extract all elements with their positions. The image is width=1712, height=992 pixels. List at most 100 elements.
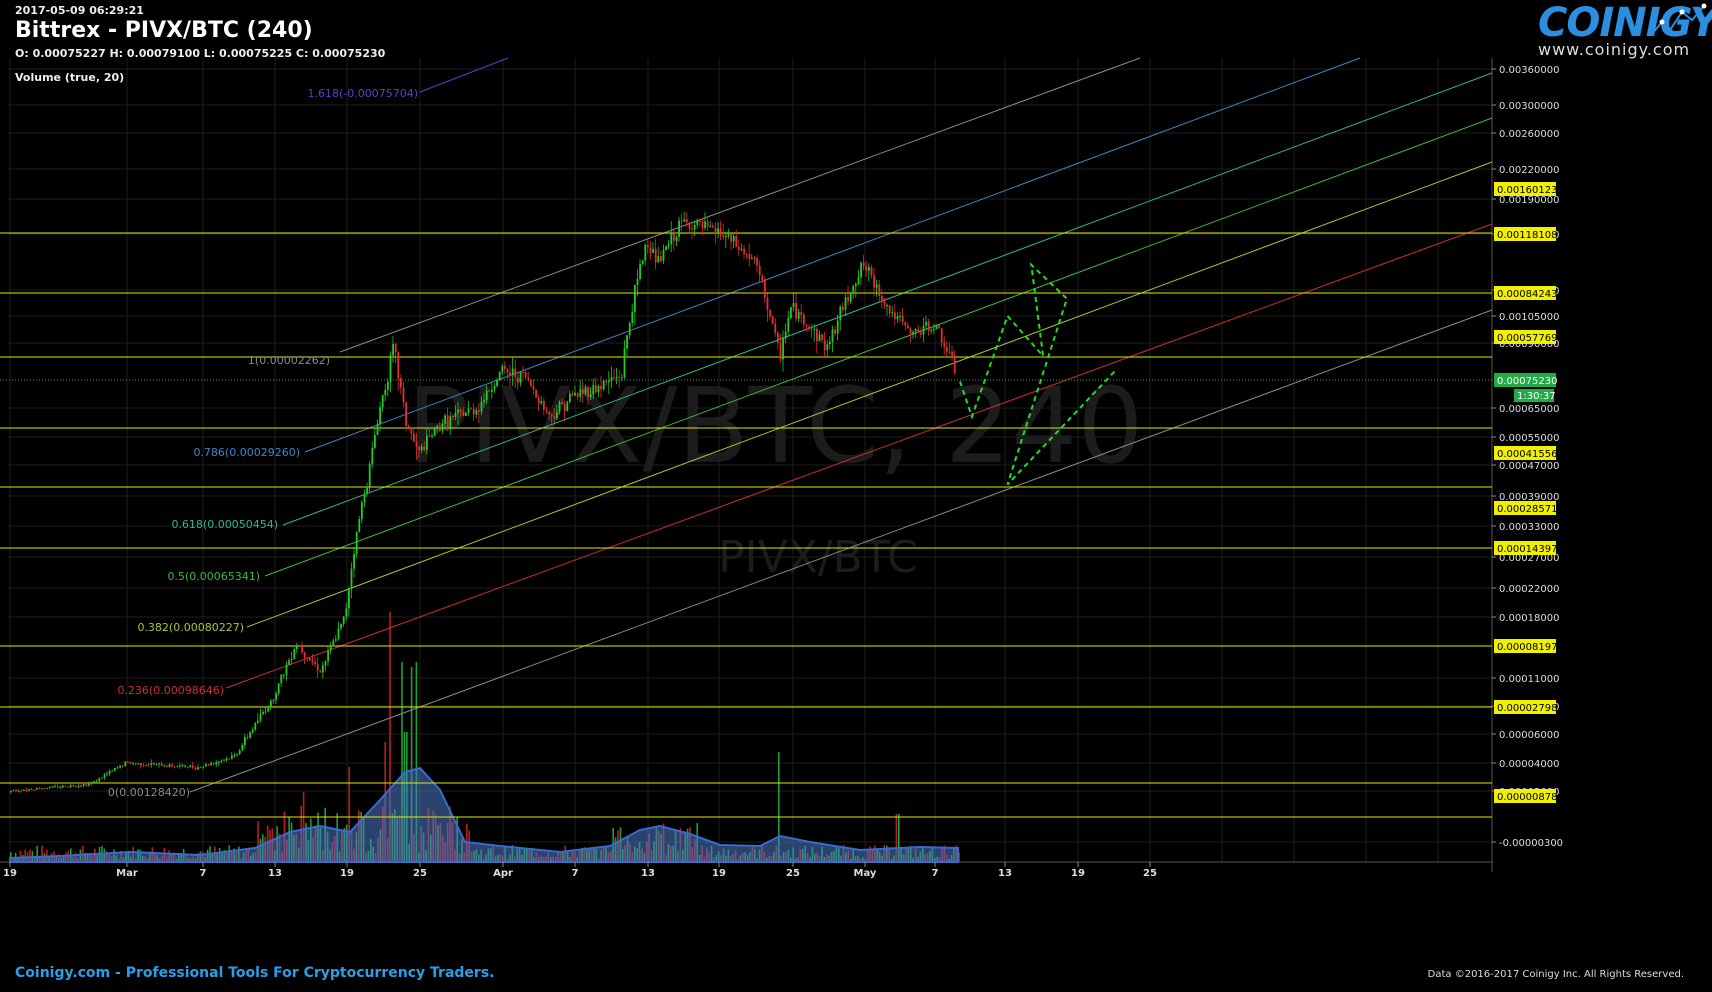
candle-body xyxy=(262,712,264,715)
candle-body xyxy=(870,267,873,276)
candle-body xyxy=(699,220,701,222)
candle-body xyxy=(10,790,12,792)
fib-channel-lines xyxy=(189,57,1493,793)
price-level-label: 0.00008197 xyxy=(1497,642,1557,653)
candle-body xyxy=(163,765,166,767)
coinigy-logo[interactable]: COINIGY www.coinigy.com xyxy=(1530,0,1712,62)
candle-body xyxy=(54,786,56,788)
candle-body xyxy=(129,762,132,764)
fib-label: 0.618(0.00050454) xyxy=(171,518,278,531)
x-tick-label: May xyxy=(854,868,877,879)
candle-body xyxy=(847,297,849,302)
candle-body xyxy=(530,379,532,386)
candle-body xyxy=(743,248,745,254)
candle-body xyxy=(839,306,842,321)
volume-bar xyxy=(24,849,26,862)
watermark-main: PIVX/BTC, 240 xyxy=(407,365,1144,487)
candle-body xyxy=(665,246,667,250)
candle-body xyxy=(51,786,54,788)
x-axis: 19 Mar 7 13 19 25 Apr 7 13 19 25 May 7 13 19 25 xyxy=(3,862,1157,879)
candle-body xyxy=(610,377,613,381)
candle-body xyxy=(314,661,316,665)
candle-body xyxy=(293,649,296,659)
candle-body xyxy=(634,285,636,312)
candle-body xyxy=(605,380,608,383)
candle-body xyxy=(922,325,925,335)
fib-labels: 1.618(-0.00075704) 1(0.00002262) 0.786(0.0… xyxy=(108,87,418,799)
candle-body xyxy=(394,344,397,353)
candle-body xyxy=(537,397,540,404)
price-level-label: 0.00028571 xyxy=(1497,504,1557,515)
candle-body xyxy=(953,355,956,374)
candle-body xyxy=(771,316,774,324)
candle-body xyxy=(784,331,787,339)
candle-body xyxy=(374,434,376,448)
price-chart[interactable]: PIVX/BTC, 240 PIVX/BTC 1.618(-0.00075704… xyxy=(0,0,1712,950)
candle-body xyxy=(332,640,335,647)
candle-body xyxy=(192,765,194,768)
candle-body xyxy=(67,786,69,788)
candle-body xyxy=(189,765,192,768)
candle-body xyxy=(904,322,907,326)
candle-body xyxy=(514,368,517,378)
price-level-label: 0.00118108 xyxy=(1497,230,1557,241)
candle-body xyxy=(766,297,769,311)
candle-body xyxy=(938,324,940,329)
candle-body xyxy=(493,386,496,390)
candle-body xyxy=(566,401,569,412)
candle-body xyxy=(909,328,912,334)
candle-body xyxy=(407,425,410,430)
watermark-sub: PIVX/BTC xyxy=(718,532,918,583)
y-tick-label: 0.00027000 xyxy=(1499,553,1559,564)
candle-body xyxy=(587,387,589,397)
price-level-label-bg xyxy=(1494,700,1556,714)
y-tick-label: 0.00220000 xyxy=(1499,165,1559,176)
candle-body xyxy=(381,395,384,408)
candle-body xyxy=(142,765,145,767)
candle-body xyxy=(582,389,584,394)
candle-body xyxy=(727,234,730,236)
candle-body xyxy=(709,225,712,227)
candle-body xyxy=(725,235,727,237)
candle-body xyxy=(342,616,345,624)
x-tick-label: 13 xyxy=(998,868,1012,879)
y-tick-label: 0.00033000 xyxy=(1499,522,1559,533)
candle-body xyxy=(296,646,298,650)
y-tick-label: -0.00000300 xyxy=(1499,838,1563,849)
candle-body xyxy=(153,763,155,765)
candle-body xyxy=(124,761,127,766)
candle-body xyxy=(940,328,943,343)
x-tick-label: 25 xyxy=(1143,868,1157,879)
candle-body xyxy=(392,344,394,356)
candle-body xyxy=(834,329,836,334)
footer-tagline[interactable]: Coinigy.com - Professional Tools For Cry… xyxy=(15,965,495,981)
volume-average-area xyxy=(9,766,959,863)
candle-body xyxy=(106,773,108,775)
candle-body xyxy=(324,661,327,666)
fib-label: 1.618(-0.00075704) xyxy=(307,87,418,100)
candle-body xyxy=(376,424,379,435)
candle-body xyxy=(855,284,857,287)
candle-body xyxy=(462,411,465,416)
candle-body xyxy=(509,372,511,376)
x-tick-label: 19 xyxy=(340,868,354,879)
candle-body xyxy=(69,785,72,787)
candle-body xyxy=(452,415,454,417)
candle-body xyxy=(311,660,314,662)
candle-body xyxy=(402,387,405,403)
candle-body xyxy=(873,275,875,288)
candle-body xyxy=(459,409,462,412)
candle-body xyxy=(233,755,236,757)
candle-body xyxy=(101,777,103,779)
volume-bar xyxy=(41,845,43,862)
candle-body xyxy=(519,372,522,383)
candle-body xyxy=(899,315,901,317)
candle-body xyxy=(631,311,634,323)
candle-body xyxy=(579,389,582,397)
x-tick-label: 19 xyxy=(3,868,17,879)
candle-body xyxy=(264,711,267,713)
candle-body xyxy=(353,553,355,569)
candle-body xyxy=(779,343,782,360)
candle-body xyxy=(306,657,309,659)
candle-body xyxy=(675,237,678,241)
